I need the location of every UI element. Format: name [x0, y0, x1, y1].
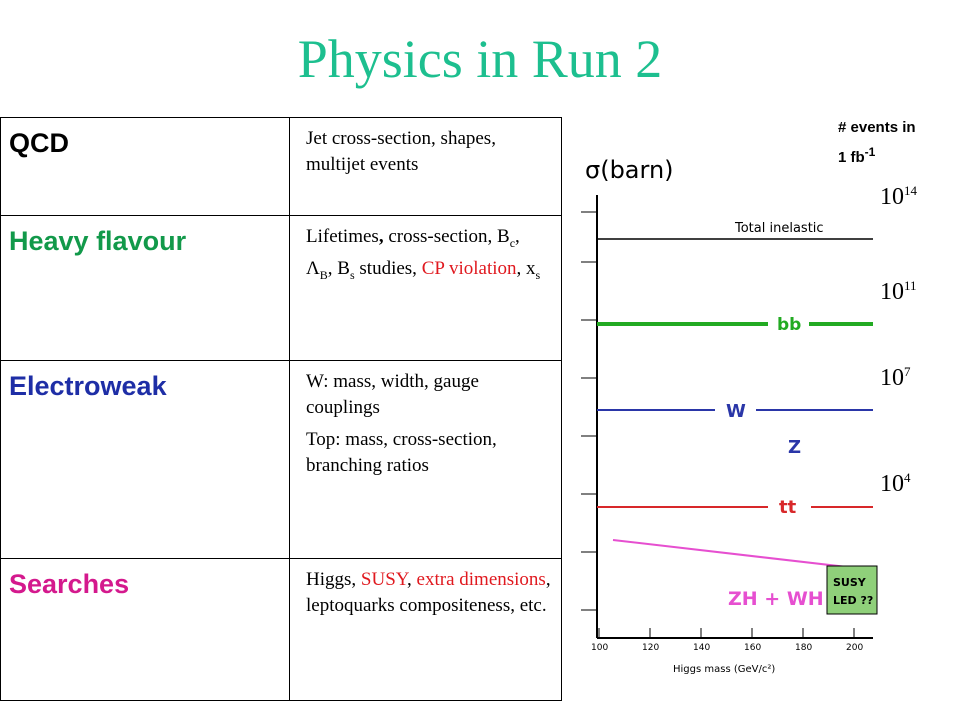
category-heavy-flavour: Heavy flavour — [0, 215, 290, 361]
cp-violation-text: CP violation — [421, 257, 517, 279]
svg-text:140: 140 — [693, 643, 710, 653]
tt-label: tt — [779, 497, 797, 518]
svg-text:120: 120 — [642, 643, 659, 653]
susy-text: SUSY — [360, 569, 408, 590]
susy-box-container: SUSY LED ?? — [826, 565, 878, 615]
events-value-3: 107 — [880, 364, 911, 391]
svg-text:160: 160 — [744, 643, 761, 653]
events-header: # events in 1 fb-1 — [838, 115, 916, 170]
events-header-line1: # events in — [838, 119, 916, 136]
category-qcd: QCD — [0, 117, 290, 216]
physics-table: QCD Jet cross-section, shapes, multijet … — [0, 117, 562, 701]
description-heavy-flavour: Lifetimes, cross-section, Bc, ΛB, Bs stu… — [289, 215, 562, 361]
top-topics: Top: mass, cross-section, branching rati… — [306, 429, 497, 476]
slide-title: Physics in Run 2 — [297, 29, 663, 89]
table-row-searches: Searches Higgs, SUSY, extra dimensions, … — [0, 558, 562, 701]
events-value-4: 104 — [880, 470, 911, 497]
w-topics: W: mass, width, gauge couplings — [306, 371, 479, 418]
events-value-2: 1011 — [880, 278, 917, 305]
total-inelastic-label: Total inelastic — [734, 221, 824, 236]
svg-text:100: 100 — [591, 643, 608, 653]
description-electroweak: W: mass, width, gauge couplings Top: mas… — [289, 360, 562, 559]
heavy-flavour-topics: Lifetimes, cross-section, Bc, ΛB, Bs stu… — [306, 226, 541, 282]
bb-label: bb — [777, 315, 801, 335]
susy-box-line1: SUSY — [833, 576, 867, 589]
description-qcd: Jet cross-section, shapes, multijet even… — [289, 117, 562, 216]
w-label: W — [726, 401, 746, 422]
events-value-1: 1014 — [880, 183, 917, 210]
y-axis-label: σ(barn) — [585, 156, 674, 184]
qcd-topics: Jet cross-section, shapes, multijet even… — [306, 128, 496, 175]
x-axis-label: Higgs mass (GeV/c²) — [673, 664, 775, 675]
x-tick-labels: 100 120 140 160 180 200 — [591, 643, 863, 653]
events-header-line2: 1 fb-1 — [838, 145, 876, 166]
zh-wh-label: ZH + WH — [728, 588, 824, 610]
category-electroweak: Electroweak — [0, 360, 290, 559]
searches-topics: Higgs, SUSY, extra dimensions, leptoquar… — [306, 569, 551, 616]
svg-text:200: 200 — [846, 643, 863, 653]
susy-box-line2: LED ?? — [833, 594, 873, 607]
table-row-qcd: QCD Jet cross-section, shapes, multijet … — [0, 117, 562, 216]
category-searches: Searches — [0, 558, 290, 701]
description-searches: Higgs, SUSY, extra dimensions, leptoquar… — [289, 558, 562, 701]
table-row-heavy-flavour: Heavy flavour Lifetimes, cross-section, … — [0, 215, 562, 361]
extra-dimensions-text: extra dimensions — [416, 569, 546, 590]
svg-text:180: 180 — [795, 643, 812, 653]
table-row-electroweak: Electroweak W: mass, width, gauge coupli… — [0, 360, 562, 559]
zh-wh-curve — [612, 539, 874, 571]
x-ticks — [598, 628, 855, 638]
z-label: Z — [788, 437, 801, 458]
y-ticks — [581, 211, 597, 611]
cross-section-plot: σ(barn) Total inelastic bb W Z tt ZH + W… — [581, 156, 878, 675]
